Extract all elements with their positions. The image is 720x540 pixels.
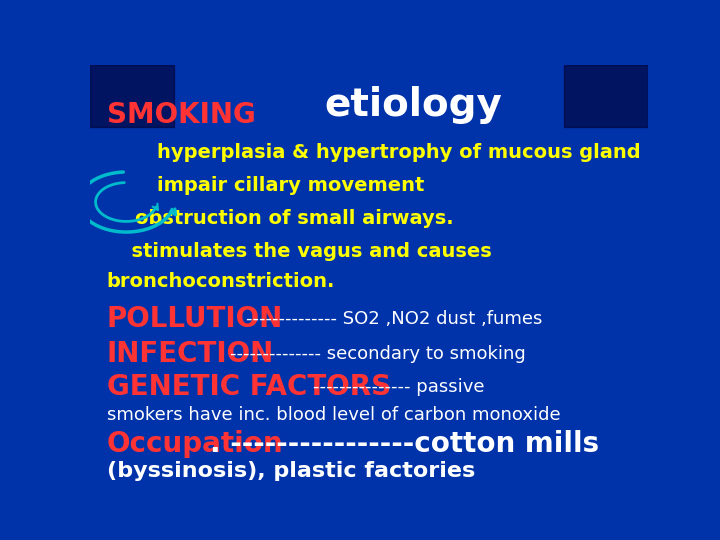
Text: --------------- passive: --------------- passive xyxy=(313,378,485,396)
Text: bronchoconstriction.: bronchoconstriction. xyxy=(107,272,335,291)
Text: hyperplasia & hypertrophy of mucous gland: hyperplasia & hypertrophy of mucous glan… xyxy=(157,143,641,161)
Text: SMOKING: SMOKING xyxy=(107,100,256,129)
Text: (byssinosis), plastic factories: (byssinosis), plastic factories xyxy=(107,462,475,482)
Text: -------------- SO2 ,NO2 dust ,fumes: -------------- SO2 ,NO2 dust ,fumes xyxy=(246,310,543,328)
Text: smokers have inc. blood level of carbon monoxide: smokers have inc. blood level of carbon … xyxy=(107,406,560,424)
Text: POLLUTION: POLLUTION xyxy=(107,305,283,333)
Text: . ----------------cotton mills: . ----------------cotton mills xyxy=(210,430,599,458)
Text: obstruction of small airways.: obstruction of small airways. xyxy=(135,209,454,228)
Bar xyxy=(90,65,174,127)
Bar xyxy=(564,65,648,127)
Text: -------------- secondary to smoking: -------------- secondary to smoking xyxy=(230,345,526,363)
Text: etiology: etiology xyxy=(325,85,503,124)
Text: Occupation: Occupation xyxy=(107,430,284,458)
Text: INFECTION: INFECTION xyxy=(107,340,274,368)
Text: impair cillary movement: impair cillary movement xyxy=(157,176,424,195)
Text: GENETIC FACTORS: GENETIC FACTORS xyxy=(107,373,391,401)
Text: stimulates the vagus and causes: stimulates the vagus and causes xyxy=(118,242,492,261)
